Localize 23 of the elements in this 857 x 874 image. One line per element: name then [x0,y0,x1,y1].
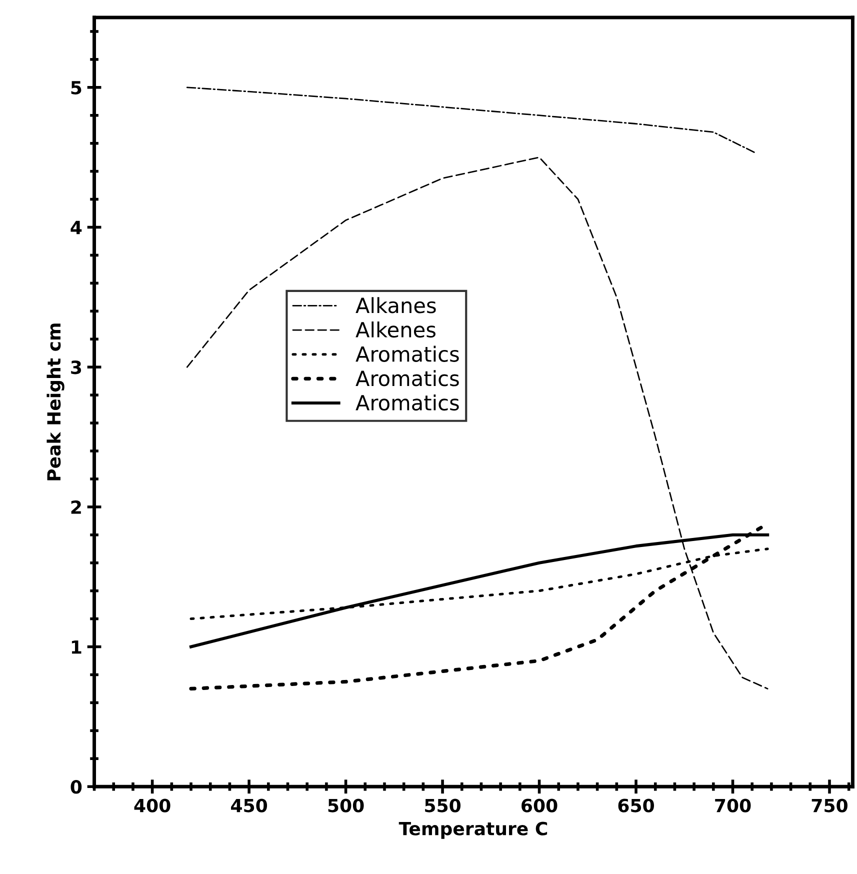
y-tick-label: 0 [70,780,82,794]
y-tick-label: 2 [71,500,81,514]
y-tick-label: 3 [71,360,82,374]
x-tick-label: 700 [715,798,751,812]
x-tick-label: 500 [328,798,364,812]
x-tick-label: 450 [231,798,268,812]
x-tick-label: 600 [522,798,558,812]
x-tick-label: 400 [134,798,170,812]
x-tick-label: 650 [618,798,654,812]
x-axis-title: Temperature C [398,822,548,839]
legend-label: Alkenes [356,321,436,338]
line-series [186,156,768,690]
line-series [186,86,757,154]
x-tick-label: 750 [812,798,848,812]
legend-label: Aromatics [356,370,459,386]
y-tick-label: 4 [70,220,82,234]
legend-label: Aromatics [356,394,459,411]
x-tick-label: 550 [425,798,461,812]
y-tick-label: 1 [72,640,82,654]
legend-label: Aromatics [356,346,459,362]
y-tick-label: 5 [71,81,82,95]
legend-label: Alkanes [356,297,436,314]
y-axis-title: Peak Height cm [46,324,64,480]
